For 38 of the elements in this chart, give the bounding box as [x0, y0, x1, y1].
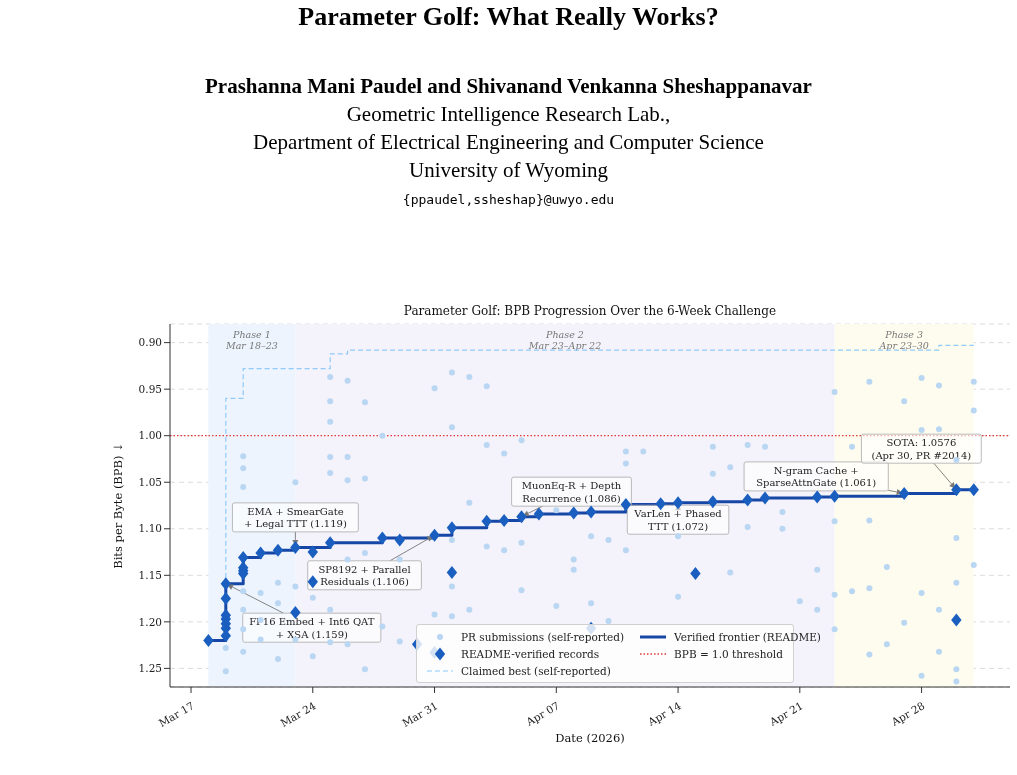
legend-label: Verified frontier (README) — [674, 630, 821, 643]
y-tick-label: 1.10 — [138, 522, 162, 535]
x-tick-label: Mar 17 — [156, 699, 197, 730]
text: {ppaudel,ssheshap}@uwyo.edu — [401, 192, 616, 207]
text: Parameter Golf: What Really Works? — [297, 2, 720, 32]
x-tick-label: Apr 21 — [766, 699, 805, 729]
chart-title: Parameter Golf: BPB Progression Over the 6-Week Challenge — [402, 304, 778, 318]
x-axis-title: Date (2026) — [555, 731, 625, 745]
legend-label: BPB = 1.0 threshold — [674, 647, 783, 660]
x-tick-label: Mar 31 — [399, 699, 440, 730]
text: Prashanna Mani Paudel and Shivanand Venkanna Sheshappanavar — [204, 74, 813, 99]
text: Department of Electrical Engineering and Computer Science — [252, 130, 765, 155]
annotation: EMA + SmearGate + Legal TTT (1.119) — [243, 505, 347, 530]
band-label: Phase 3 Apr 23–30 — [878, 329, 929, 351]
y-tick-label: 1.00 — [138, 429, 162, 442]
annotation: SOTA: 1.0576 (Apr 30, PR #2014) — [871, 437, 972, 461]
band-label: Phase 2 Mar 23–Apr 22 — [527, 329, 602, 351]
y-tick-label: 1.25 — [138, 662, 162, 675]
y-axis-title: Bits per Byte (BPB) ↓ — [111, 442, 126, 569]
y-tick-label: 1.15 — [138, 569, 162, 582]
annotation: VarLen + Phased TTT (1.072) — [633, 508, 723, 532]
y-tick-label: 0.95 — [138, 382, 162, 395]
annotation: N-gram Cache + SparseAttnGate (1.061) — [756, 464, 877, 489]
band-label: Phase 1 Mar 18–23 — [224, 329, 278, 351]
legend-label: PR submissions (self-reported) — [461, 630, 625, 643]
x-tick-label: Mar 24 — [278, 699, 319, 730]
text: Geometric Intelligence Research Lab., — [345, 102, 672, 127]
y-tick-label: 1.20 — [138, 615, 162, 628]
x-tick-label: Apr 07 — [523, 699, 562, 729]
text: University of Wyoming — [408, 158, 609, 183]
y-tick-label: 1.05 — [138, 475, 162, 488]
legend-label: README-verified records — [461, 647, 600, 660]
x-tick-label: Apr 28 — [888, 699, 927, 729]
y-tick-label: 0.90 — [138, 336, 162, 349]
annotation: MuonEq-R + Depth Recurrence (1.086) — [521, 480, 622, 504]
annotation: SP8192 + Parallel Residuals (1.106) — [318, 563, 411, 588]
legend-label: Claimed best (self-reported) — [461, 664, 611, 677]
x-tick-label: Apr 14 — [644, 699, 684, 729]
